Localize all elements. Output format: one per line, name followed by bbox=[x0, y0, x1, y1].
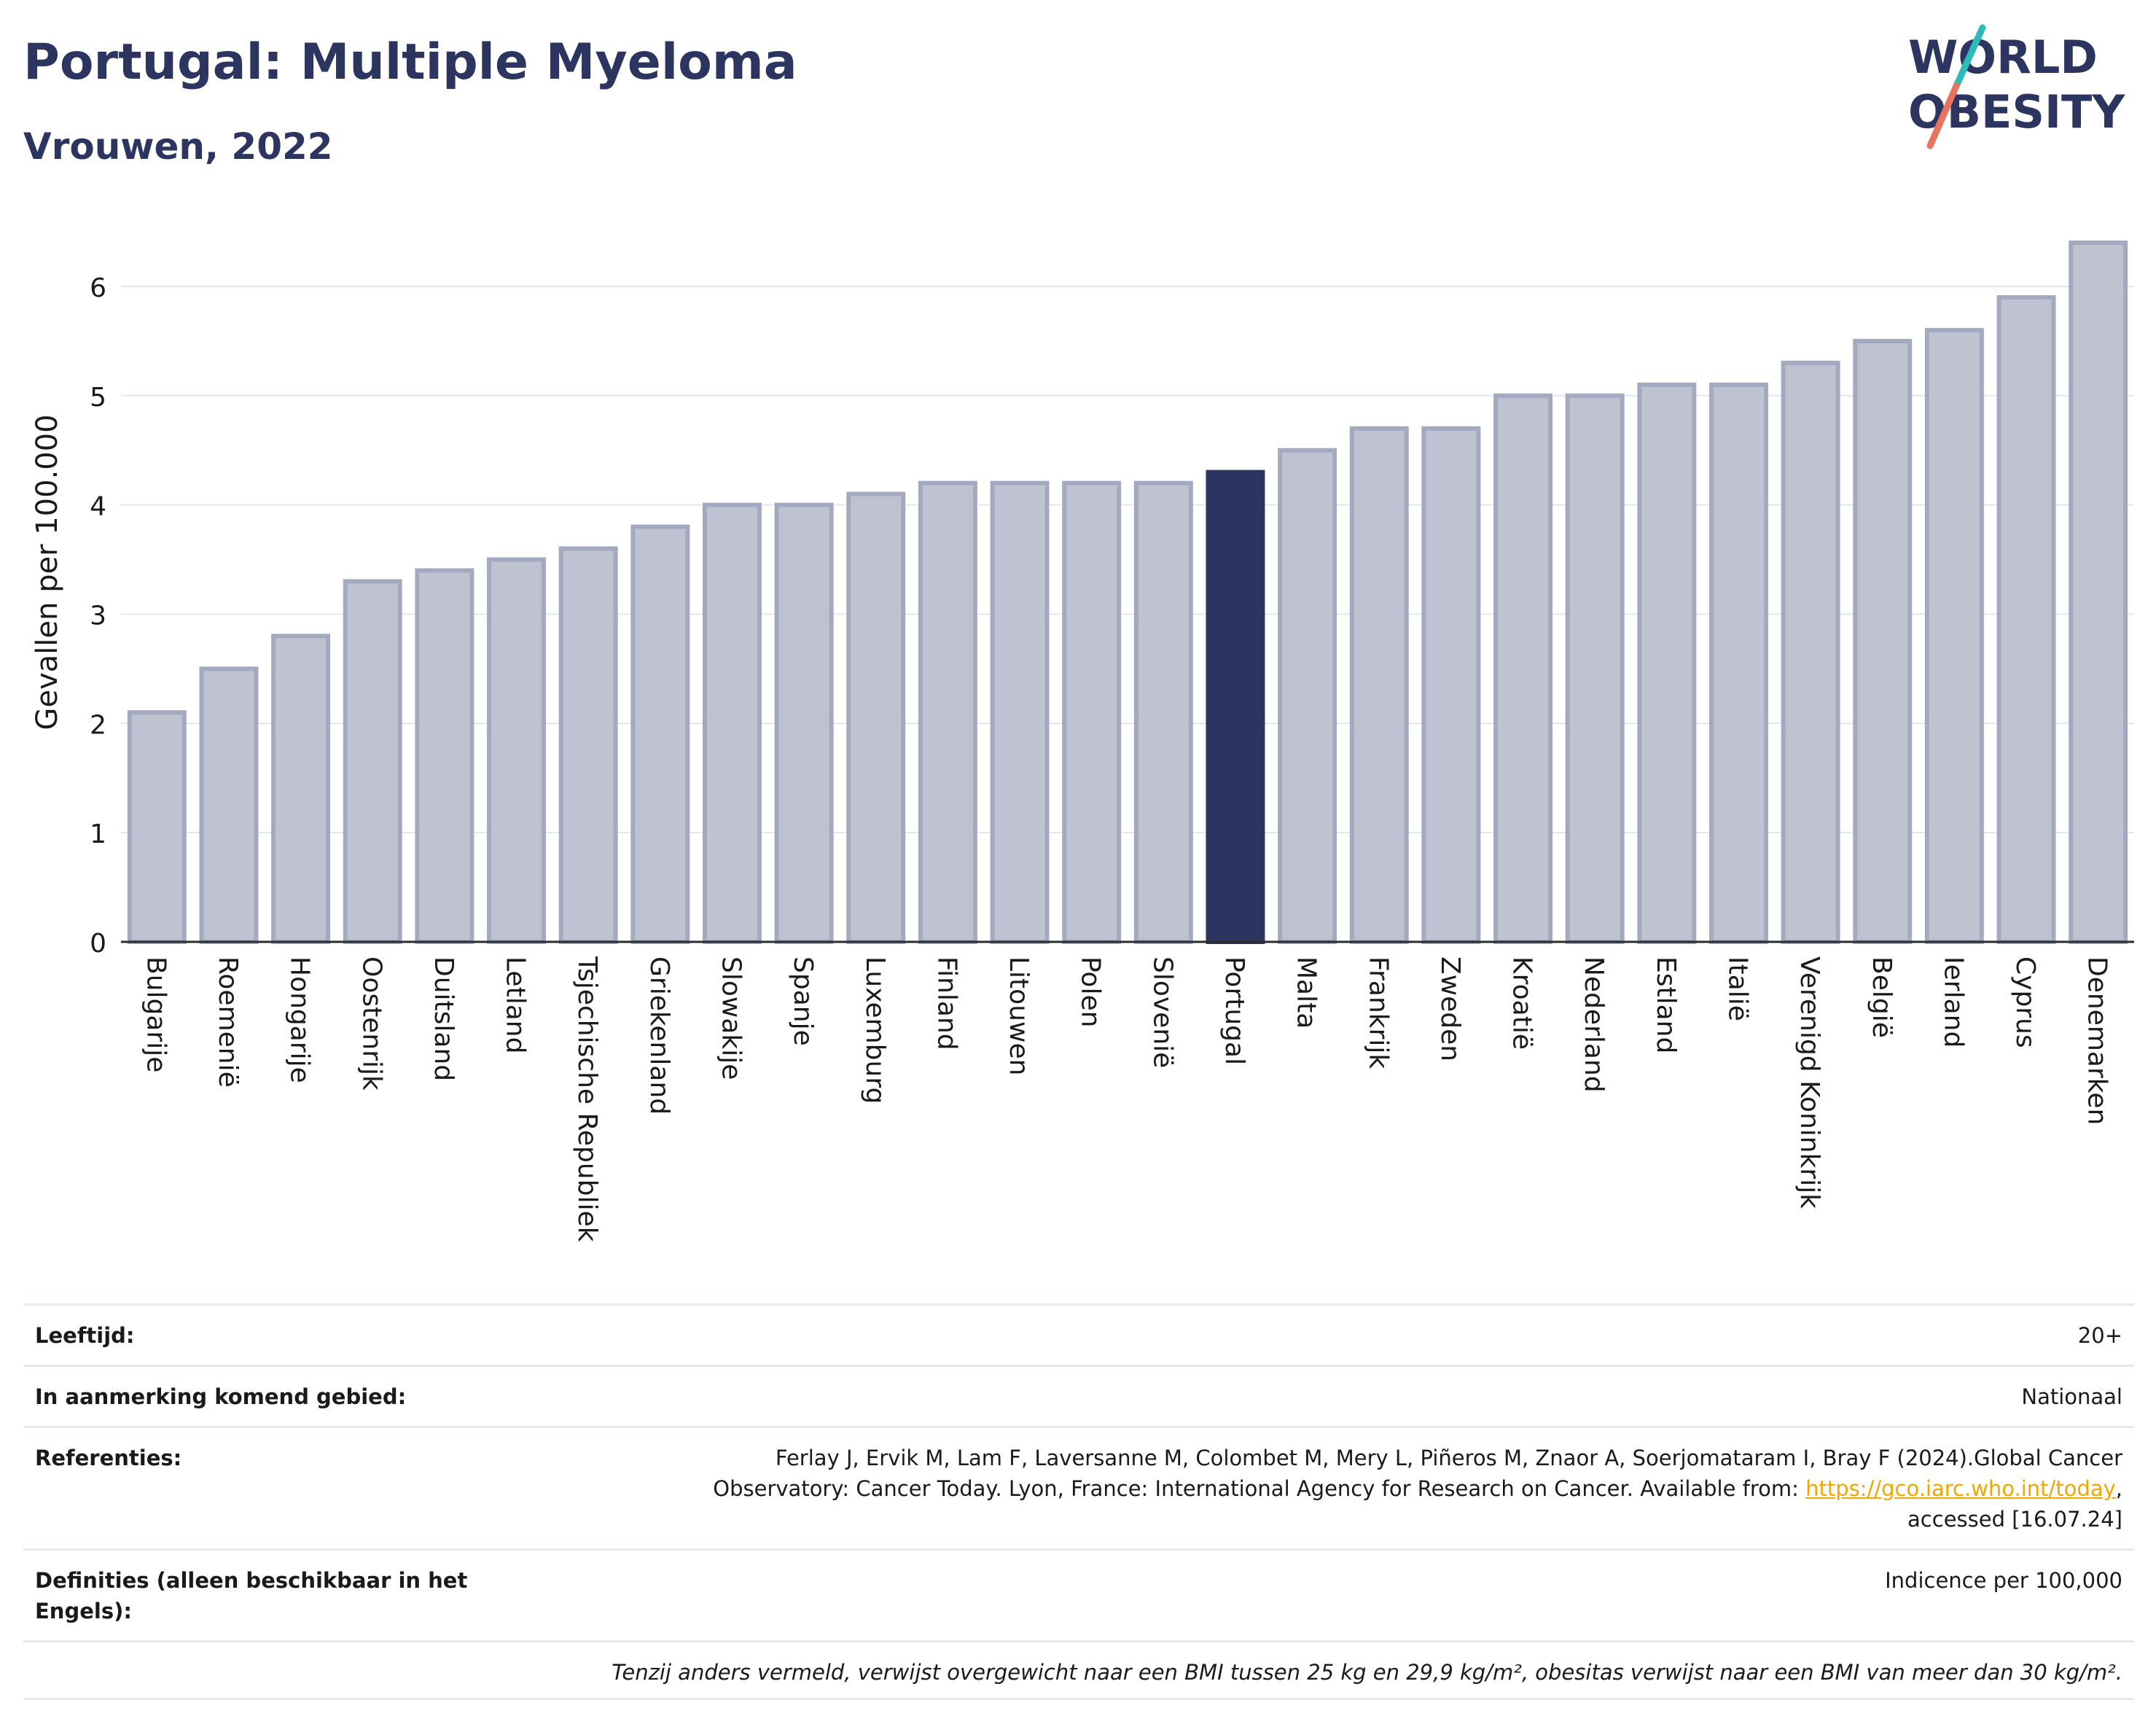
bars bbox=[127, 240, 2128, 945]
x-tick-label: België bbox=[1867, 956, 1897, 1038]
bar-tsjechische-republiek[interactable] bbox=[558, 546, 618, 944]
x-tick-label: Slowakije bbox=[716, 956, 746, 1080]
bar-roemenië[interactable] bbox=[199, 666, 259, 945]
age-label: Leeftijd: bbox=[35, 1323, 135, 1348]
y-tick-label: 2 bbox=[90, 710, 106, 740]
bar-finland[interactable] bbox=[918, 480, 977, 944]
x-tick-label: Finland bbox=[931, 956, 961, 1050]
definitions-value: Indicence per 100,000 bbox=[1885, 1568, 2122, 1593]
references-text-3: , bbox=[2115, 1476, 2122, 1501]
x-tick-label: Kroatië bbox=[1507, 956, 1537, 1050]
area-value: Nationaal bbox=[2021, 1384, 2122, 1409]
x-tick-label: Luxemburg bbox=[860, 956, 890, 1104]
references-text-2: Observatory: Cancer Today. Lyon, France:… bbox=[713, 1476, 1806, 1501]
bar-frankrijk[interactable] bbox=[1349, 426, 1409, 944]
world-obesity-logo: WORLD OBESITY bbox=[1908, 24, 2125, 149]
y-tick-label: 6 bbox=[90, 273, 106, 303]
bar-oostenrijk[interactable] bbox=[343, 579, 402, 944]
x-tick-label: Portugal bbox=[1219, 956, 1249, 1065]
bar-duitsland[interactable] bbox=[415, 568, 474, 944]
bar-zweden[interactable] bbox=[1421, 426, 1481, 944]
bar-portugal[interactable] bbox=[1206, 469, 1265, 944]
bar-cyprus[interactable] bbox=[1996, 295, 2056, 944]
info-row-references: Referenties: Ferlay J, Ervik M, Lam F, L… bbox=[23, 1426, 2134, 1548]
age-value: 20+ bbox=[2077, 1323, 2122, 1348]
x-tick-label: Ierland bbox=[1938, 956, 1968, 1048]
bar-spanje[interactable] bbox=[774, 502, 834, 944]
bar-litouwen[interactable] bbox=[990, 480, 1050, 944]
y-tick-label: 5 bbox=[90, 383, 106, 413]
info-row-age: Leeftijd: 20+ bbox=[23, 1303, 2134, 1365]
bar-estland[interactable] bbox=[1637, 382, 1697, 944]
bar-denemarken[interactable] bbox=[2069, 240, 2128, 944]
bar-chart: 0 1 2 3 4 5 6 Bulgarije Roemenië Hongarije Oosten… bbox=[31, 240, 2134, 1242]
y-axis-title: Gevallen per 100.000 bbox=[31, 414, 64, 730]
x-tick-label: Oostenrijk bbox=[356, 956, 386, 1091]
info-table: Leeftijd: 20+ In aanmerking komend gebie… bbox=[23, 1303, 2134, 1700]
bar-malta[interactable] bbox=[1278, 448, 1337, 944]
bar-griekenland[interactable] bbox=[630, 524, 690, 944]
info-row-area: In aanmerking komend gebied: Nationaal bbox=[23, 1365, 2134, 1426]
bar-bulgarije[interactable] bbox=[127, 710, 187, 944]
x-tick-label: Duitsland bbox=[429, 956, 458, 1081]
x-tick-label: Frankrijk bbox=[1363, 956, 1393, 1069]
x-tick-label: Denemarken bbox=[2082, 956, 2112, 1125]
x-tick-label: Bulgarije bbox=[141, 956, 171, 1072]
x-tick-label: Malta bbox=[1292, 956, 1321, 1029]
bar-belgië[interactable] bbox=[1853, 338, 1913, 945]
x-tick-label: Litouwen bbox=[1004, 956, 1034, 1075]
x-tick-label: Zweden bbox=[1435, 956, 1465, 1061]
y-tick-label: 4 bbox=[90, 492, 106, 522]
x-tick-label: Spanje bbox=[788, 956, 818, 1046]
bar-luxemburg[interactable] bbox=[846, 491, 906, 944]
bar-nederland[interactable] bbox=[1565, 393, 1625, 944]
logo-word-world: WORLD bbox=[1908, 31, 2098, 84]
area-label: In aanmerking komend gebied: bbox=[35, 1384, 407, 1409]
x-tick-label: Polen bbox=[1076, 956, 1106, 1027]
references-text-1: Ferlay J, Ervik M, Lam F, Laversanne M, … bbox=[775, 1446, 2122, 1470]
bar-letland[interactable] bbox=[487, 557, 547, 944]
bar-kroatië[interactable] bbox=[1493, 393, 1553, 944]
x-tick-label: Italië bbox=[1722, 956, 1752, 1021]
x-tick-label: Tsjechische Republiek bbox=[572, 956, 602, 1242]
definitions-label: Definities (alleen beschikbaar in het En… bbox=[35, 1568, 468, 1623]
references-value: Ferlay J, Ervik M, Lam F, Laversanne M, … bbox=[713, 1443, 2122, 1535]
x-tick-label: Slovenië bbox=[1147, 956, 1177, 1068]
bar-verenigd-koninkrijk[interactable] bbox=[1781, 360, 1840, 945]
y-tick-label: 1 bbox=[90, 819, 106, 849]
y-axis: 0 1 2 3 4 5 6 bbox=[90, 273, 106, 959]
info-row-footnote: Tenzij anders vermeld, verwijst overgewi… bbox=[23, 1640, 2134, 1700]
y-tick-label: 0 bbox=[90, 929, 106, 959]
x-tick-label: Roemenië bbox=[213, 956, 243, 1088]
x-axis: Bulgarije Roemenië Hongarije Oostenrijk Duit… bbox=[121, 940, 2134, 1242]
footnote: Tenzij anders vermeld, verwijst overgewi… bbox=[612, 1660, 2122, 1685]
logo-slash-teal bbox=[1953, 24, 1986, 90]
references-link[interactable]: https://gco.iarc.who.int/today bbox=[1805, 1476, 2116, 1501]
x-tick-label: Estland bbox=[1651, 956, 1681, 1053]
references-text-4: accessed [16.07.24] bbox=[1907, 1507, 2122, 1532]
bar-slovenië[interactable] bbox=[1133, 480, 1193, 944]
chart-subtitle: Vrouwen, 2022 bbox=[23, 125, 333, 168]
x-tick-label: Letland bbox=[501, 956, 531, 1053]
chart-title: Portugal: Multiple Myeloma bbox=[23, 34, 797, 91]
bar-slowakije[interactable] bbox=[702, 502, 762, 944]
x-tick-label: Hongarije bbox=[285, 956, 315, 1083]
y-tick-label: 3 bbox=[90, 601, 106, 631]
bar-hongarije[interactable] bbox=[271, 633, 331, 945]
x-tick-label: Griekenland bbox=[644, 956, 674, 1115]
x-tick-label: Cyprus bbox=[2010, 956, 2040, 1048]
logo-slash-coral bbox=[1926, 82, 1960, 149]
bar-polen[interactable] bbox=[1062, 480, 1122, 944]
info-row-definitions: Definities (alleen beschikbaar in het En… bbox=[23, 1548, 2134, 1640]
bar-ierland[interactable] bbox=[1924, 327, 1984, 945]
bar-italië[interactable] bbox=[1708, 382, 1768, 944]
x-tick-label: Verenigd Koninkrijk bbox=[1794, 956, 1824, 1209]
references-label: Referenties: bbox=[35, 1446, 182, 1470]
x-tick-label: Nederland bbox=[1579, 956, 1609, 1093]
